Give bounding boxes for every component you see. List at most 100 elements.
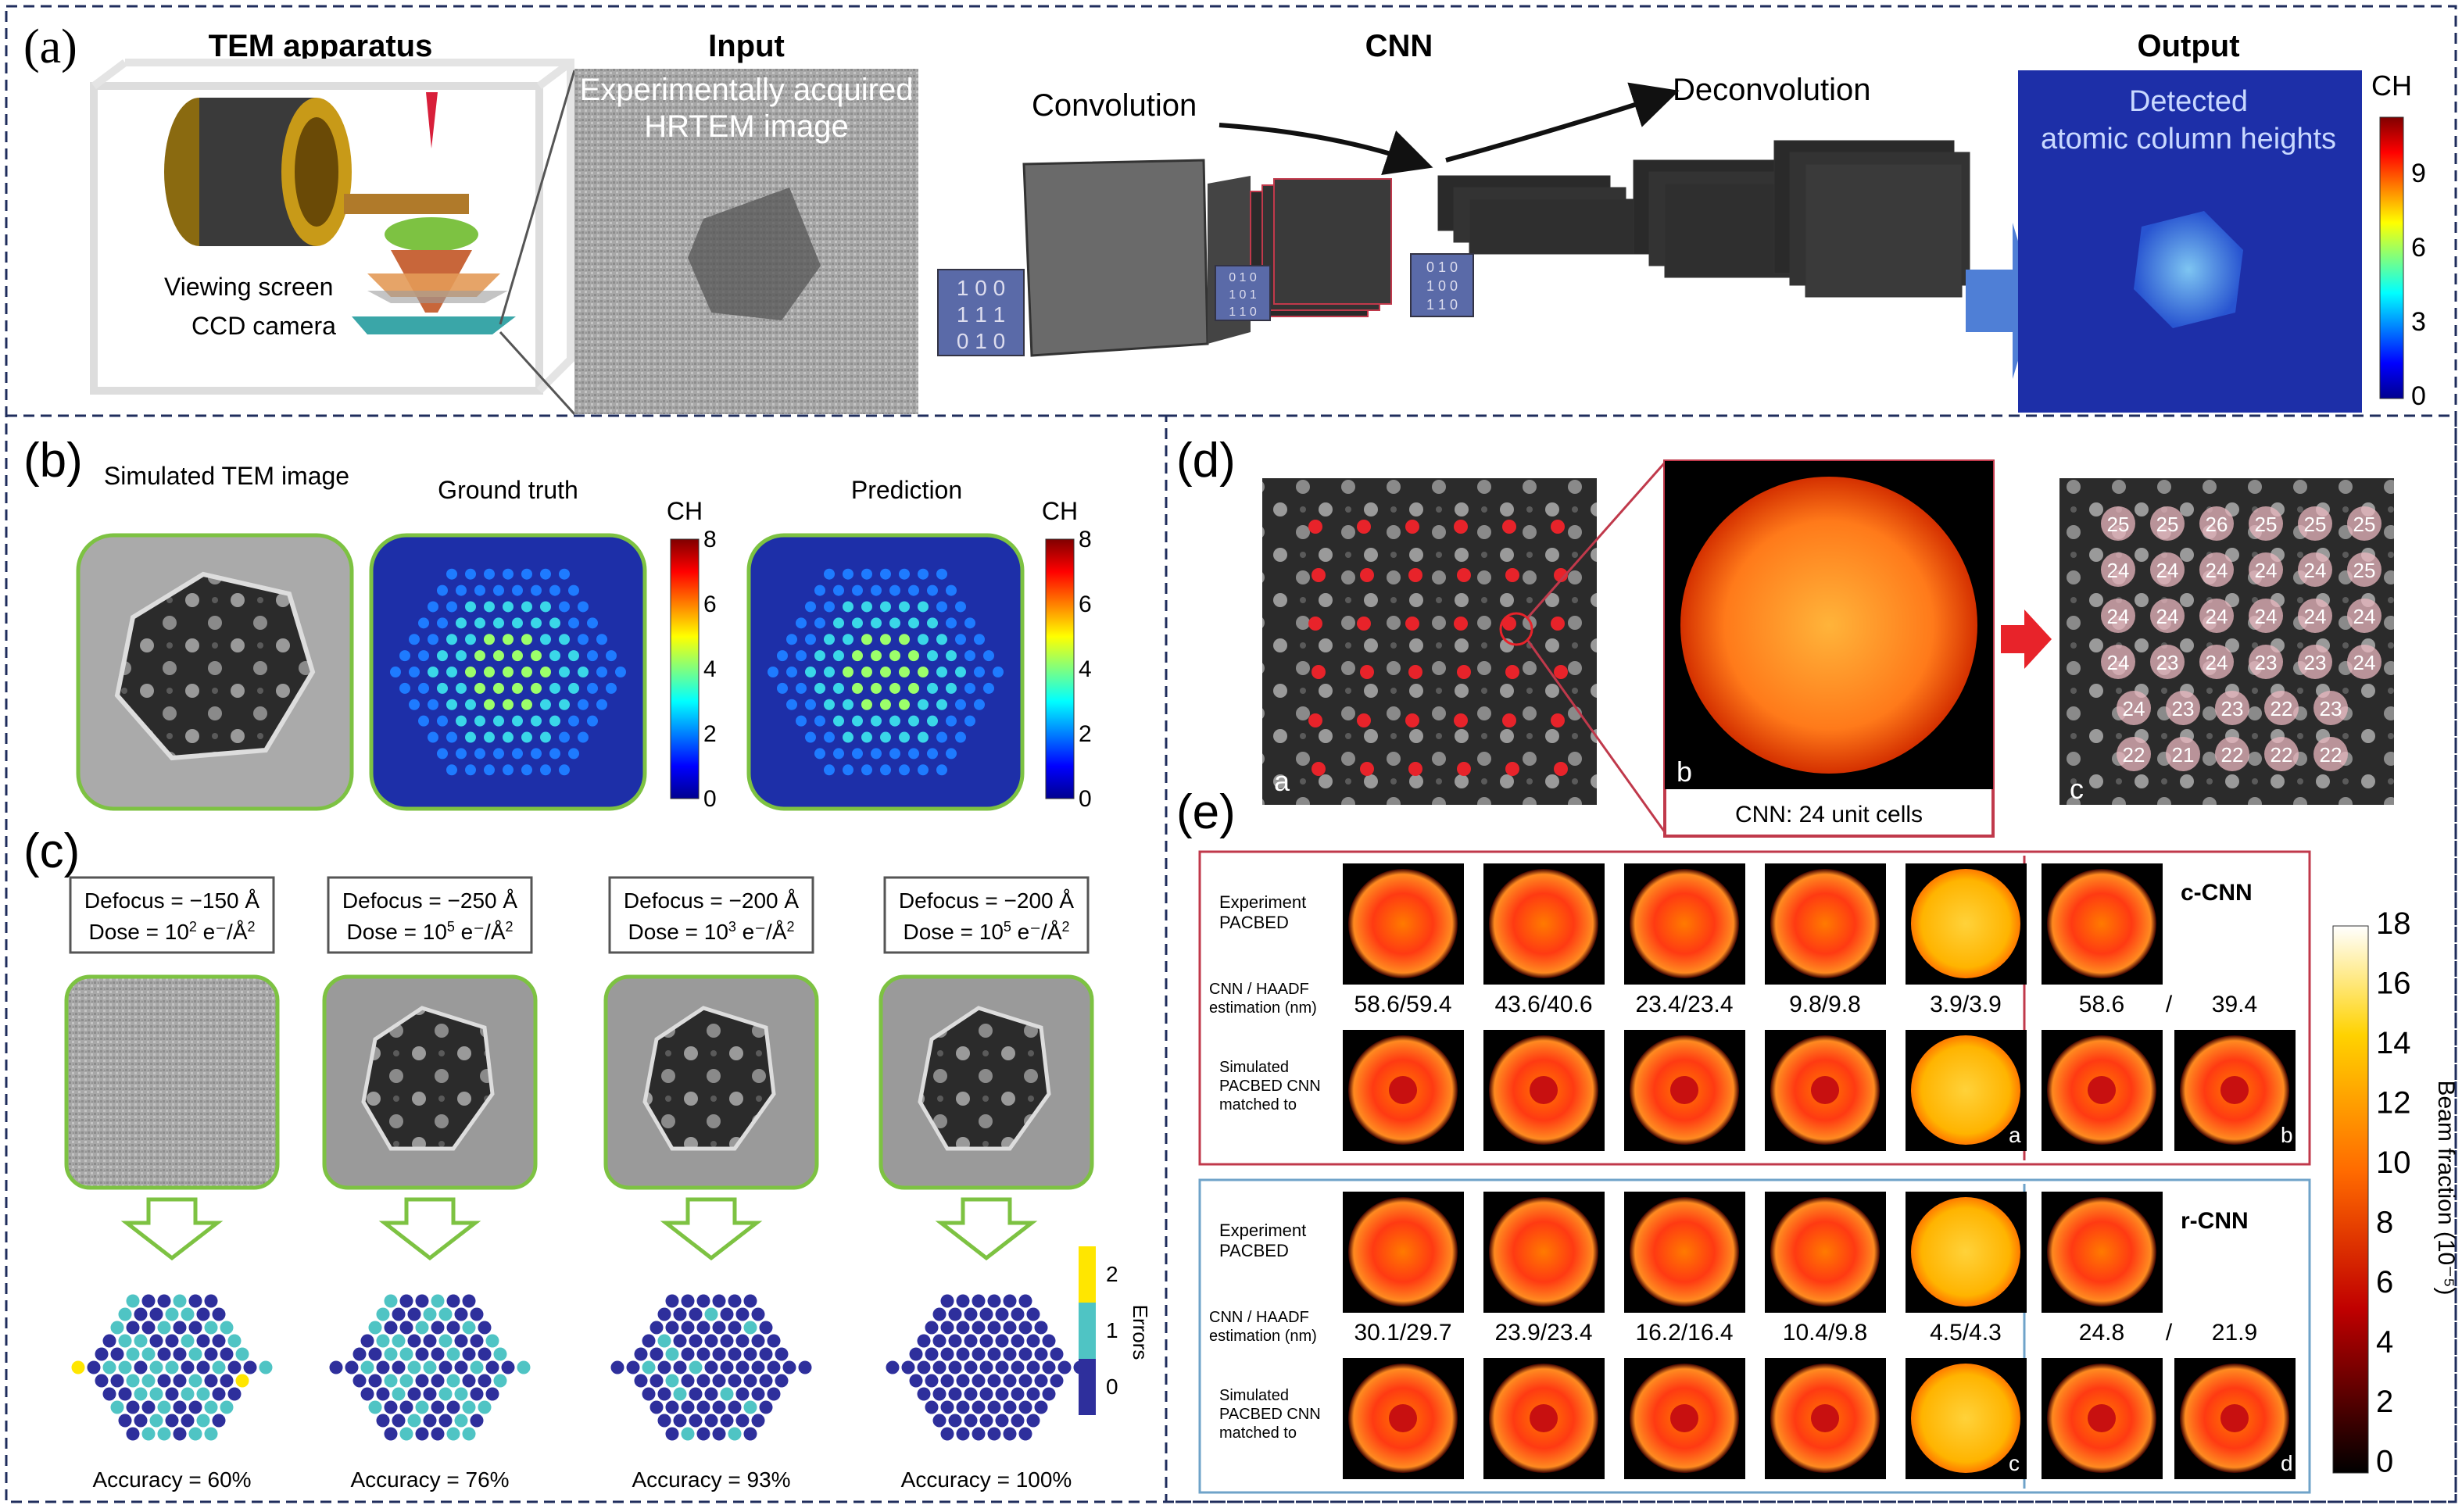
prediction-dot xyxy=(833,617,844,629)
atom xyxy=(95,1347,109,1361)
errors-tick: 2 xyxy=(1106,1262,1118,1286)
count-marker xyxy=(2101,599,2135,633)
atom xyxy=(917,1334,931,1348)
ground-truth-dot xyxy=(474,584,485,596)
atom xyxy=(110,1321,124,1335)
atom xyxy=(932,1387,947,1401)
atom xyxy=(149,1387,163,1401)
atom xyxy=(964,1387,978,1401)
column-marker xyxy=(1502,520,1516,534)
tile-particle xyxy=(918,1006,1051,1151)
ground-truth-dot xyxy=(446,699,457,710)
prediction-dot xyxy=(964,650,975,662)
atom xyxy=(485,1334,499,1348)
b-colorbar-2-tick: 2 xyxy=(1079,721,1092,747)
atom xyxy=(141,1321,156,1335)
atom xyxy=(972,1427,986,1441)
atom xyxy=(157,1347,171,1361)
count-marker xyxy=(2150,506,2185,541)
atom xyxy=(470,1414,484,1428)
prediction-dot xyxy=(946,584,957,596)
count-marker xyxy=(2347,645,2381,679)
errors-legend-1 xyxy=(1079,1303,1096,1359)
ground-truth-dot xyxy=(484,731,495,743)
atom xyxy=(392,1387,406,1401)
atom xyxy=(972,1294,986,1308)
thickness-estimate: 24.8 xyxy=(2079,1320,2124,1346)
atom xyxy=(462,1347,476,1361)
beam-fraction-tick: 10 xyxy=(2376,1146,2411,1180)
ground-truth-dot xyxy=(559,568,570,580)
atom xyxy=(634,1347,648,1361)
b-colorbar-2-tick: 4 xyxy=(1079,656,1092,682)
unit-cell-count: 25 xyxy=(2353,559,2376,582)
condition-box xyxy=(608,876,814,954)
atom xyxy=(431,1427,445,1441)
simulated-particle xyxy=(114,571,316,761)
prediction-dot xyxy=(861,634,872,645)
atom xyxy=(657,1387,671,1401)
ground-truth-dot xyxy=(549,617,560,629)
output-caption-2: atomic column heights xyxy=(2041,123,2336,155)
count-marker xyxy=(2199,506,2234,541)
atom xyxy=(759,1321,773,1335)
ground-truth-dot xyxy=(512,748,523,760)
atom xyxy=(673,1307,687,1321)
estimation-label: CNN / HAADF xyxy=(1209,981,1309,998)
simulated-label: PACBED CNN xyxy=(1219,1406,1321,1423)
ground-truth-dot xyxy=(531,584,542,596)
ground-truth-dot xyxy=(549,650,560,662)
atom xyxy=(134,1414,148,1428)
defocus-label: Defocus = −150 Å xyxy=(84,888,259,913)
atom xyxy=(987,1427,1001,1441)
prediction-dot xyxy=(796,617,807,629)
beam-fraction-ticks: 18 16 14 12 10 8 6 4 2 0 xyxy=(2376,906,2411,1479)
simulated-tem-title: Simulated TEM image xyxy=(104,462,349,490)
unit-cell-count: 24 xyxy=(2206,559,2228,582)
atom xyxy=(735,1360,750,1374)
column-marker xyxy=(1454,520,1468,534)
pacbed-center xyxy=(2220,1404,2249,1432)
accuracy-label: Accuracy = 100% xyxy=(901,1467,1072,1492)
prediction-dot xyxy=(908,617,919,629)
prediction-dot xyxy=(927,715,938,727)
prediction-dot xyxy=(927,682,938,694)
dose-label: Dose = 103 e⁻/Å2 xyxy=(628,919,794,944)
prediction-dot xyxy=(861,601,872,613)
atom xyxy=(485,1360,499,1374)
experiment-pacbed-disc xyxy=(1630,1197,1739,1306)
atom xyxy=(886,1360,900,1374)
unit-cell-count: 23 xyxy=(2255,651,2278,674)
atom xyxy=(157,1294,171,1308)
atom xyxy=(431,1347,445,1361)
atom xyxy=(141,1427,156,1441)
atom xyxy=(909,1347,923,1361)
atom xyxy=(704,1387,718,1401)
ground-truth-dot xyxy=(512,617,523,629)
count-marker xyxy=(2117,691,2151,725)
ground-truth-dot xyxy=(399,650,410,662)
ground-truth-dot xyxy=(540,568,551,580)
unit-cell-count: 21 xyxy=(2172,743,2195,767)
atom xyxy=(681,1374,695,1388)
ground-truth-dot xyxy=(437,682,448,694)
column-marker xyxy=(1405,520,1419,534)
atom xyxy=(1042,1387,1056,1401)
atom xyxy=(979,1414,993,1428)
atom xyxy=(932,1334,947,1348)
ground-truth-dot xyxy=(559,731,570,743)
defocus-label: Defocus = −250 Å xyxy=(342,888,517,913)
atom xyxy=(462,1427,476,1441)
deconvolution-arrow xyxy=(1445,82,1680,163)
atom xyxy=(392,1307,406,1321)
atom xyxy=(431,1400,445,1414)
unit-cell-count: 22 xyxy=(2221,743,2244,767)
prediction-dot xyxy=(918,764,929,776)
output-colorbar-tick: 0 xyxy=(2411,381,2426,411)
atom xyxy=(399,1321,413,1335)
atom xyxy=(431,1374,445,1388)
ccd-camera-label: CCD camera xyxy=(191,312,336,340)
count-marker xyxy=(2249,645,2283,679)
atom xyxy=(407,1387,421,1401)
atom xyxy=(956,1400,970,1414)
